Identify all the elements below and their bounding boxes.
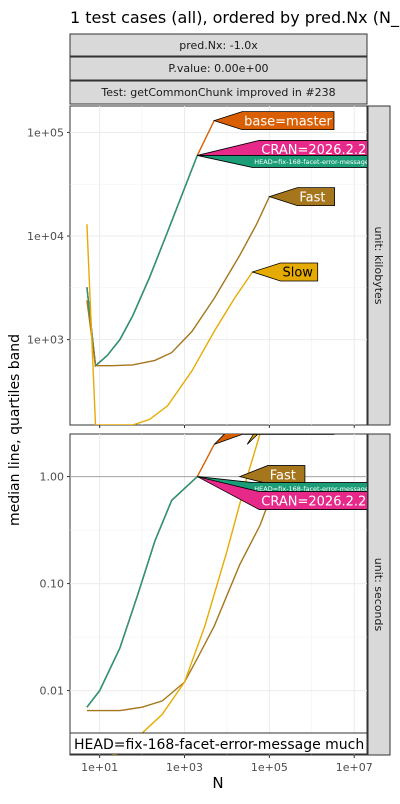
y-tick-label: 0.01 (40, 685, 65, 698)
series-label-box (213, 434, 335, 445)
series-label-box (197, 476, 367, 510)
label-layer: base=masterCRAN=2026.2.28HEAD=fix-168-fa… (197, 111, 374, 510)
series-label-box (246, 434, 259, 445)
series-label: Slow (282, 266, 313, 281)
series-line (110, 434, 261, 755)
series-label-box (268, 187, 335, 207)
strip-label: Test: getCommonChunk improved in #238 (100, 86, 335, 99)
x-tick-label: 1e+03 (166, 761, 203, 774)
y-tick-label: 1e+03 (27, 334, 64, 347)
series-label-box (197, 155, 367, 168)
y-tick-label: 1e+05 (27, 126, 64, 139)
series-label: CRAN=2026.2.28 (261, 494, 374, 509)
y-tick-label: 0.10 (40, 578, 65, 591)
series-label-box (212, 111, 335, 131)
x-tick-label: 1e+05 (251, 761, 288, 774)
unit-strip-label: unit: kilobytes (372, 226, 385, 304)
strip-box (69, 56, 368, 81)
x-axis-title: N (212, 774, 223, 792)
unit-strip-box (367, 105, 391, 426)
x-tick-label: 1e+01 (81, 761, 118, 774)
series-label: base=master (244, 114, 332, 129)
y-tick-label: 1e+04 (27, 230, 64, 243)
series-label-box (251, 262, 319, 282)
series-line (86, 224, 254, 425)
series-label: CRAN=2026.2.28 (261, 143, 374, 158)
strip-box (69, 33, 368, 57)
series-label: base=master (244, 419, 332, 434)
y-axis-title: median line, quartiles band (7, 334, 23, 526)
strip-group: pred.Nx: -1.0x P.value: 0.00e+00 Test: g… (69, 33, 368, 105)
series-layer (86, 120, 271, 755)
unit-strip-label: unit: seconds (372, 558, 385, 632)
annotation-text: HEAD=fix-168-facet-error-message much sl… (74, 737, 400, 753)
series-line (86, 196, 271, 367)
series-line (86, 155, 198, 368)
y-tick-label: 1.00 (40, 471, 65, 484)
strip-label: pred.Nx: -1.0x (179, 39, 258, 52)
tick-layer: 1e+03 1e+04 1e+05 0.01 0.10 1.00 1e+01 1e+03 1e+… (27, 126, 373, 774)
series-label: HEAD=fix-168-facet-error-message (254, 158, 369, 166)
series-line (86, 476, 198, 708)
series-label: Fast (299, 190, 325, 205)
strip-box (69, 80, 368, 105)
annotation-box (69, 732, 368, 755)
series-label: HEAD=fix-168-facet-error-message (254, 485, 369, 493)
strip-label: P.value: 0.00e+00 (168, 62, 268, 75)
unit-strip-box (367, 433, 391, 756)
x-tick-label: 1e+07 (336, 761, 373, 774)
chart-title: 1 test cases (all), ordered by pred.Nx (… (70, 8, 400, 28)
series-label: Fast (270, 468, 296, 483)
annotation: HEAD=fix-168-facet-error-message much sl… (69, 732, 400, 755)
